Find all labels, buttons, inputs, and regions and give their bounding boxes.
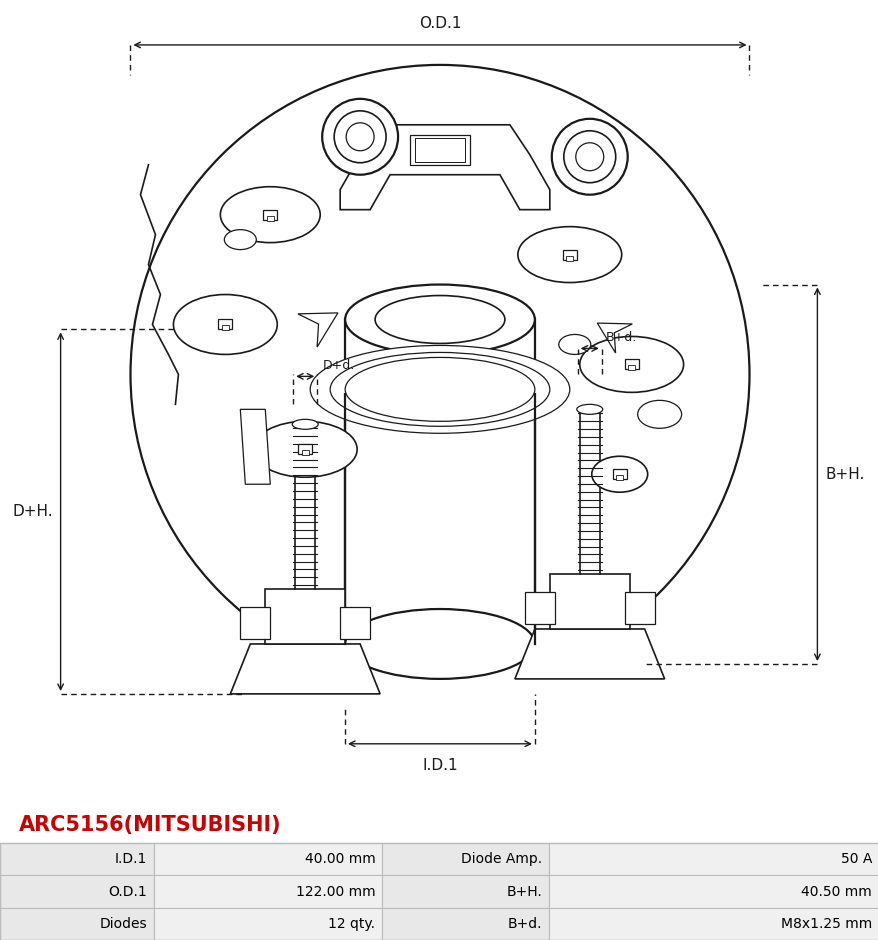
Text: ARC5156(MITSUBISHI): ARC5156(MITSUBISHI) bbox=[19, 815, 282, 836]
Text: Diodes: Diodes bbox=[99, 916, 147, 931]
Bar bbox=[265, 589, 345, 644]
Bar bbox=[240, 607, 270, 639]
Bar bbox=[267, 215, 273, 221]
Polygon shape bbox=[230, 644, 379, 694]
Bar bbox=[154, 908, 382, 940]
Text: O.D.1: O.D.1 bbox=[108, 885, 147, 899]
Text: Diode Amp.: Diode Amp. bbox=[461, 853, 542, 867]
Ellipse shape bbox=[637, 400, 680, 429]
Circle shape bbox=[563, 131, 615, 182]
Bar bbox=[154, 875, 382, 908]
Bar bbox=[549, 908, 878, 940]
Ellipse shape bbox=[345, 609, 534, 679]
Ellipse shape bbox=[291, 419, 318, 430]
Bar bbox=[0, 875, 154, 908]
Polygon shape bbox=[340, 125, 550, 210]
Bar bbox=[382, 843, 549, 875]
Bar bbox=[221, 325, 228, 331]
Text: I.D.1: I.D.1 bbox=[114, 853, 147, 867]
Bar bbox=[301, 450, 308, 455]
Ellipse shape bbox=[224, 229, 256, 250]
Bar bbox=[562, 250, 576, 259]
Circle shape bbox=[575, 143, 603, 171]
Text: B+H.: B+H. bbox=[506, 885, 542, 899]
Bar bbox=[154, 843, 382, 875]
Polygon shape bbox=[597, 323, 631, 353]
Ellipse shape bbox=[579, 337, 683, 392]
Bar bbox=[0, 908, 154, 940]
Circle shape bbox=[551, 118, 627, 195]
Ellipse shape bbox=[345, 357, 534, 421]
Circle shape bbox=[346, 123, 374, 150]
Polygon shape bbox=[240, 409, 270, 484]
Text: M8x1.25 mm: M8x1.25 mm bbox=[780, 916, 871, 931]
Bar bbox=[565, 256, 572, 260]
Ellipse shape bbox=[375, 295, 504, 343]
Bar bbox=[550, 574, 629, 629]
Polygon shape bbox=[298, 313, 337, 347]
Bar bbox=[549, 875, 878, 908]
Ellipse shape bbox=[558, 335, 590, 354]
Text: I.D.1: I.D.1 bbox=[421, 758, 457, 773]
Circle shape bbox=[130, 65, 749, 684]
Ellipse shape bbox=[576, 404, 602, 415]
Bar bbox=[624, 359, 638, 369]
Bar bbox=[263, 210, 277, 220]
Bar bbox=[382, 875, 549, 908]
Ellipse shape bbox=[220, 187, 320, 243]
Ellipse shape bbox=[253, 421, 356, 478]
Text: B+H.: B+H. bbox=[824, 467, 864, 481]
Circle shape bbox=[334, 111, 385, 163]
Polygon shape bbox=[320, 404, 559, 724]
Ellipse shape bbox=[173, 294, 277, 354]
Text: O.D.1: O.D.1 bbox=[418, 16, 461, 31]
Bar bbox=[624, 592, 654, 624]
Bar bbox=[340, 607, 370, 639]
Ellipse shape bbox=[325, 356, 554, 432]
Text: 50 A: 50 A bbox=[839, 853, 871, 867]
Bar bbox=[612, 469, 626, 479]
Text: B+d.: B+d. bbox=[507, 916, 542, 931]
Bar bbox=[298, 445, 312, 454]
Bar bbox=[628, 366, 635, 370]
Bar bbox=[549, 843, 878, 875]
Text: 40.50 mm: 40.50 mm bbox=[801, 885, 871, 899]
Bar bbox=[524, 592, 554, 624]
Bar bbox=[382, 908, 549, 940]
Text: B+d.: B+d. bbox=[605, 332, 637, 344]
Bar bbox=[615, 476, 623, 480]
Bar bbox=[218, 320, 232, 329]
Ellipse shape bbox=[591, 456, 647, 493]
Text: 40.00 mm: 40.00 mm bbox=[305, 853, 375, 867]
Bar bbox=[409, 134, 470, 164]
Text: D+H.: D+H. bbox=[12, 504, 53, 519]
Text: 12 qty.: 12 qty. bbox=[328, 916, 375, 931]
Ellipse shape bbox=[310, 345, 569, 433]
Ellipse shape bbox=[330, 352, 550, 427]
Bar bbox=[0, 843, 154, 875]
Bar bbox=[414, 138, 464, 162]
Ellipse shape bbox=[517, 227, 621, 283]
Text: D+d.: D+d. bbox=[323, 359, 355, 372]
Ellipse shape bbox=[345, 285, 534, 354]
Circle shape bbox=[322, 99, 398, 175]
Text: 122.00 mm: 122.00 mm bbox=[295, 885, 375, 899]
Polygon shape bbox=[515, 629, 664, 679]
